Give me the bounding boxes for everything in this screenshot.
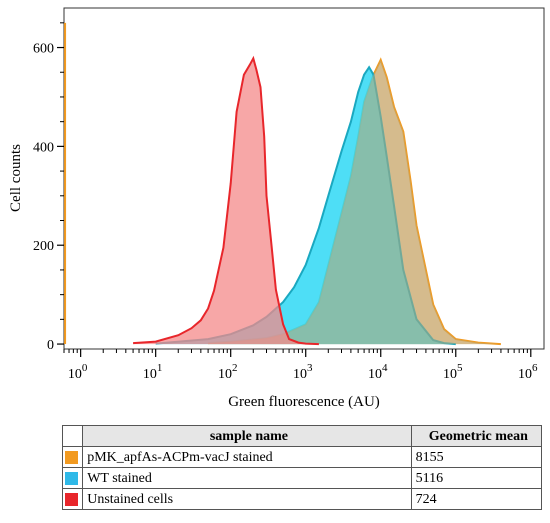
x-tick-label: 101 [143, 362, 163, 382]
x-tick-label: 100 [68, 362, 88, 382]
table-header-geometric-mean: Geometric mean [410, 425, 543, 447]
row-geometric-mean: 8155 [410, 446, 543, 468]
row-geometric-mean: 5116 [410, 467, 543, 489]
color-swatch [65, 492, 78, 506]
x-axis-title: Green fluorescence (AU) [228, 394, 380, 410]
x-tick-label: 104 [368, 362, 388, 382]
table-header-blank [61, 425, 84, 447]
x-tick-label: 103 [293, 362, 313, 382]
histogram-chart: 100 101 102 103 104 105 106 0 200 400 600 Green fl… [8, 7, 545, 410]
series-layer [64, 22, 501, 346]
table-header-sample-name: sample name [82, 425, 412, 447]
row-swatch-cell [61, 488, 84, 510]
table-row: WT stained 5116 [61, 467, 543, 489]
x-tick-label: 106 [518, 362, 538, 382]
y-tick-label: 0 [47, 338, 54, 353]
y-tick-label: 400 [33, 140, 54, 155]
series-line-0 [133, 55, 319, 346]
color-swatch [65, 450, 78, 464]
y-tick-label: 600 [33, 42, 54, 57]
row-sample-name: pMK_apfAs-ACPm-vacJ stained [82, 446, 412, 468]
y-tick-label: 200 [33, 239, 54, 254]
row-sample-name: Unstained cells [82, 488, 412, 510]
x-tick-label: 105 [443, 362, 463, 382]
y-axis-title: Cell counts [8, 144, 24, 212]
table-row: Unstained cells 724 [61, 488, 543, 510]
row-swatch-cell [61, 446, 84, 468]
row-geometric-mean: 724 [410, 488, 543, 510]
table-header-row: sample name Geometric mean [61, 425, 543, 447]
color-swatch [65, 471, 78, 485]
row-sample-name: WT stained [82, 467, 412, 489]
series-area-0 [133, 58, 319, 345]
x-tick-label: 102 [218, 362, 238, 382]
row-swatch-cell [61, 467, 84, 489]
geometric-mean-table: sample name Geometric mean pMK_apfAs-ACP… [61, 425, 543, 510]
overlap-area [208, 59, 501, 345]
table-row: pMK_apfAs-ACPm-vacJ stained 8155 [61, 446, 543, 468]
